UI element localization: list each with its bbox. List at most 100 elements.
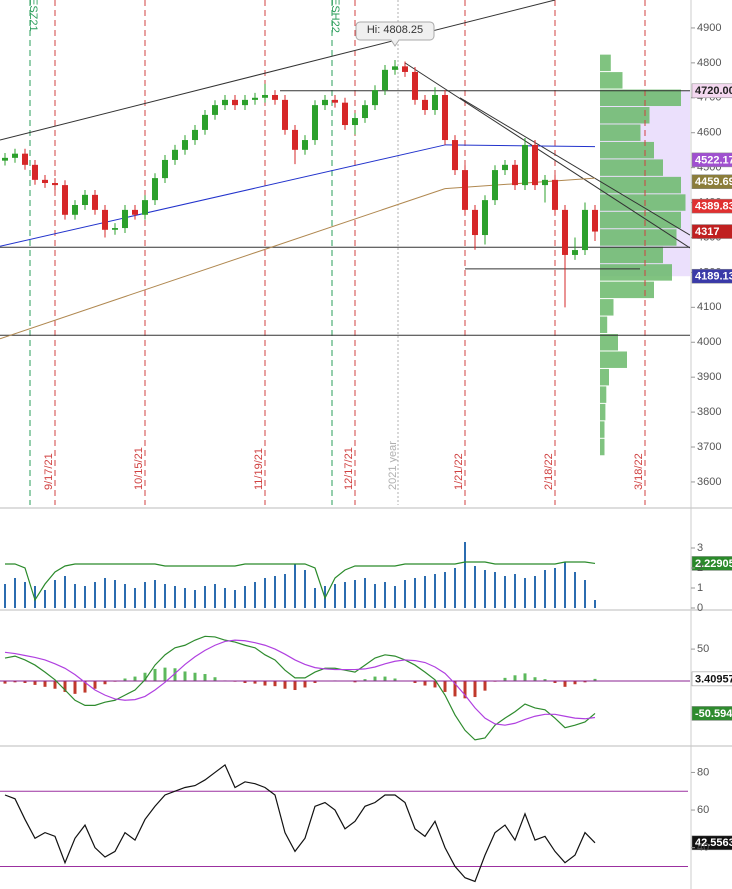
y-tick-label: 4600 bbox=[697, 127, 721, 139]
candle-body bbox=[192, 129, 198, 141]
histogram-bar bbox=[583, 681, 587, 683]
candle-body bbox=[432, 94, 438, 111]
candle-body bbox=[142, 200, 148, 215]
histogram-bar bbox=[153, 668, 157, 682]
volume-bar bbox=[214, 584, 216, 608]
histogram-bar bbox=[43, 681, 47, 687]
histogram-bar bbox=[373, 676, 377, 682]
price-tag-label: 4189.13 bbox=[695, 271, 732, 283]
y-tick-label: 1 bbox=[697, 582, 703, 594]
trend-line bbox=[459, 97, 690, 236]
trend-line bbox=[0, 0, 556, 141]
volume-bar bbox=[64, 576, 66, 608]
candle-body bbox=[22, 153, 28, 165]
high-callout bbox=[355, 21, 435, 47]
candle-body bbox=[2, 157, 8, 161]
volume-bar bbox=[294, 564, 296, 608]
volume-bar bbox=[504, 576, 506, 608]
volume-bar bbox=[574, 572, 576, 608]
candle-body bbox=[322, 99, 328, 106]
volume-bar bbox=[414, 578, 416, 608]
candle-body bbox=[552, 179, 558, 210]
volume-bar bbox=[4, 584, 6, 608]
main-plot: 9/17/21 10/15/21 11/19/21 12/17/21 1/21/22 2/… bbox=[0, 0, 690, 505]
candle-body bbox=[502, 164, 508, 171]
candle-body bbox=[382, 69, 388, 91]
candle-body bbox=[242, 99, 248, 106]
volume-bar bbox=[74, 584, 76, 608]
histogram-bar bbox=[23, 681, 27, 683]
candle-body bbox=[522, 144, 528, 186]
volume-average bbox=[5, 561, 596, 602]
y-tick-label: 3600 bbox=[697, 476, 721, 488]
candle-body bbox=[542, 179, 548, 186]
y-tick-label: 2 bbox=[697, 562, 703, 574]
volume-bar bbox=[444, 572, 446, 608]
volume-bar bbox=[34, 586, 36, 608]
candle-body bbox=[492, 170, 498, 201]
y-tick-label: 4000 bbox=[697, 336, 721, 348]
candle-body bbox=[162, 159, 168, 179]
volume-bar bbox=[364, 578, 366, 608]
histogram-bar bbox=[313, 681, 317, 683]
profile-bar bbox=[600, 334, 618, 351]
volume-bar bbox=[44, 590, 46, 608]
volume-bar bbox=[554, 568, 556, 608]
histogram-bar bbox=[523, 673, 527, 682]
candle-body bbox=[352, 118, 358, 126]
volume-bar bbox=[354, 580, 356, 608]
profile-bar bbox=[600, 176, 681, 194]
x-tick-label: 9/17/21 bbox=[43, 453, 55, 490]
histogram-bar bbox=[353, 681, 357, 683]
price-tag-label: 2.22905 bbox=[695, 558, 732, 570]
volume-bar bbox=[194, 590, 196, 608]
candle-body bbox=[302, 140, 308, 150]
histogram-bar bbox=[193, 672, 197, 682]
histogram-bar bbox=[513, 675, 517, 682]
profile-bar bbox=[600, 229, 677, 246]
candle-body bbox=[42, 179, 48, 184]
volume-bar bbox=[164, 584, 166, 608]
candle-body bbox=[312, 105, 318, 141]
histogram-bar bbox=[383, 676, 387, 682]
volume-bar bbox=[84, 586, 86, 608]
candle-body bbox=[342, 102, 348, 126]
candle-body bbox=[292, 129, 298, 150]
volume-bar bbox=[374, 584, 376, 608]
candle-body bbox=[452, 140, 458, 171]
profile-bar bbox=[600, 211, 681, 229]
histogram-bar bbox=[593, 678, 597, 682]
histogram-bar bbox=[263, 681, 267, 686]
profile-bar bbox=[600, 141, 654, 159]
volume-bar bbox=[244, 586, 246, 608]
volume-bar bbox=[274, 576, 276, 608]
volume-bar bbox=[434, 574, 436, 608]
price-tag-label: 4317 bbox=[695, 226, 719, 238]
candle-body bbox=[12, 153, 18, 158]
rsi-line bbox=[4, 763, 596, 883]
profile-bar bbox=[600, 246, 663, 264]
volume-bar bbox=[154, 580, 156, 608]
histogram-bar bbox=[123, 678, 127, 682]
histogram-bar bbox=[473, 681, 477, 698]
annotation: 2021 year bbox=[387, 441, 399, 490]
trend-line bbox=[0, 144, 446, 247]
profile-bar bbox=[600, 316, 608, 334]
profile-bar bbox=[600, 299, 614, 316]
volume-bar bbox=[454, 568, 456, 608]
candle-body bbox=[122, 209, 128, 229]
volume-bar bbox=[254, 582, 256, 608]
histogram-bar bbox=[413, 681, 417, 683]
y-tick-label: 4800 bbox=[697, 57, 721, 69]
candle-body bbox=[422, 99, 428, 111]
price-tag bbox=[691, 706, 732, 721]
profile-bar bbox=[600, 89, 681, 107]
histogram-bar bbox=[423, 681, 427, 686]
histogram-bar bbox=[453, 681, 457, 697]
histogram-bar bbox=[283, 681, 287, 689]
volume-bar bbox=[174, 586, 176, 608]
volume-bar bbox=[314, 588, 316, 608]
histogram-bar bbox=[173, 668, 177, 682]
candle-body bbox=[32, 164, 38, 180]
candle-body bbox=[82, 194, 88, 206]
